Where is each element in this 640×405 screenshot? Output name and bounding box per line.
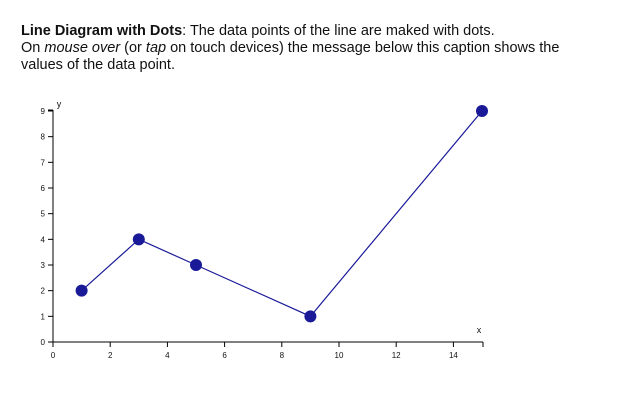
caption-line2: on touch devices) the message below this… [166,40,560,56]
caption-mouse-over: mouse over [44,40,121,56]
x-axis-label: x [477,325,482,335]
y-tick-label: 3 [41,261,46,270]
x-tick-label: 6 [222,351,227,360]
caption-or: (or [120,40,146,56]
y-tick-label: 4 [41,235,46,244]
y-tick-label: 0 [41,338,46,347]
caption-tap: tap [145,40,167,56]
data-point-dot [304,310,317,323]
x-tick-label: 14 [449,351,458,360]
series-layer [75,105,488,323]
x-tick-label: 8 [280,351,285,360]
data-point-dot [476,105,488,117]
caption-title: Line Diagram with Dots [21,23,183,39]
series-line [81,110,483,318]
y-tick-label: 6 [41,184,46,193]
x-tick-label: 2 [108,351,113,360]
caption-on: On [21,40,45,56]
y-tick-label: 1 [41,312,46,321]
data-point-dot [75,284,88,297]
caption-line3: values of the data point. [21,57,175,73]
x-tick-label: 10 [335,351,344,360]
x-tick-label: 0 [51,351,56,360]
y-tick-label: 7 [41,158,46,167]
x-tick-label: 12 [392,351,401,360]
y-tick-label: 5 [41,210,46,219]
y-tick-label: 2 [41,287,46,296]
y-axis-label: y [57,99,62,109]
data-point-dot [132,233,145,246]
y-tick-label: 9 [41,107,46,116]
caption: Line Diagram with Dots: The data points … [21,23,631,74]
caption-colon: : [182,23,190,39]
caption-line1: The data points of the line are maked wi… [189,23,495,39]
y-tick-label: 8 [41,133,46,142]
x-tick-label: 4 [165,351,170,360]
data-point-dot [190,259,202,271]
